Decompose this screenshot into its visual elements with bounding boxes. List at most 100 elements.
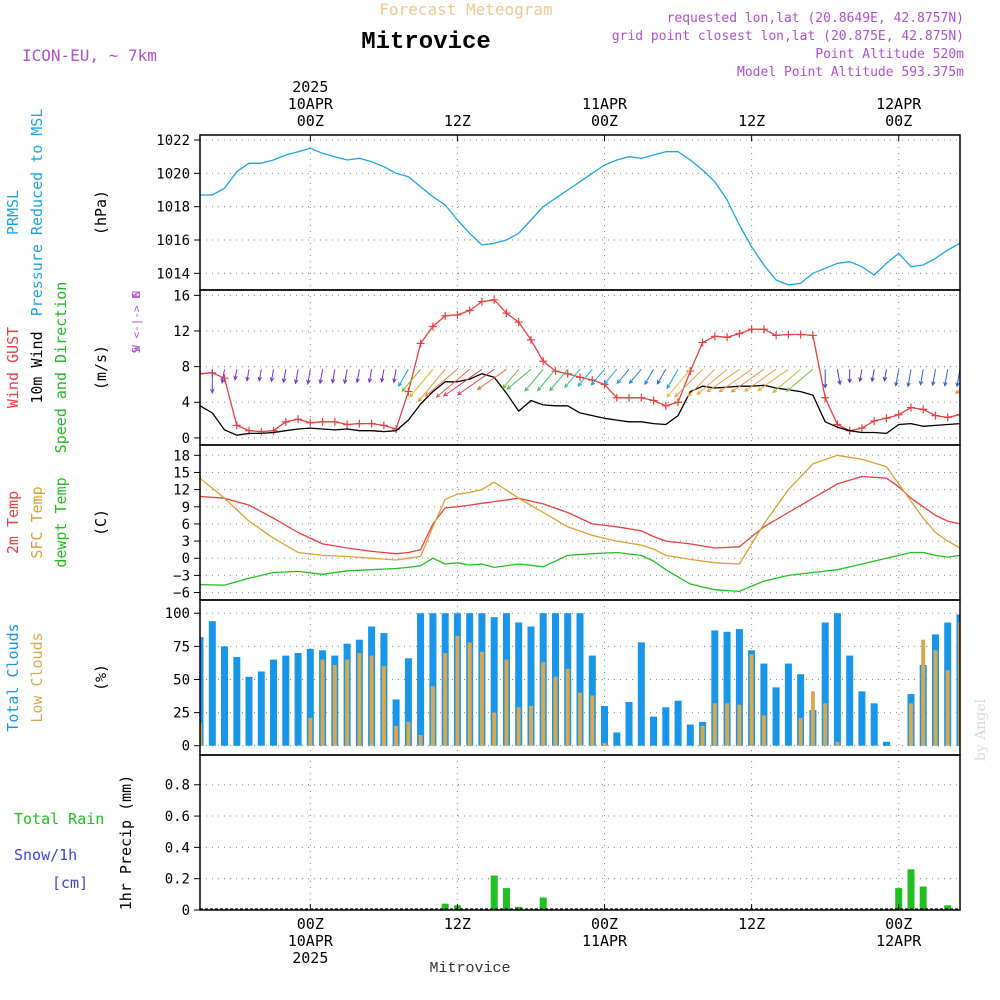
gust-marker xyxy=(526,335,535,344)
time-label-top: 12Z xyxy=(738,112,765,130)
wind-direction-arrow xyxy=(456,368,495,396)
wind-direction-arrow xyxy=(918,369,924,386)
y-tick-label: 25 xyxy=(173,706,190,722)
y-tick-label: 8 xyxy=(182,360,190,376)
wind-direction-arrow xyxy=(730,368,765,393)
wind-direction-arrow xyxy=(687,368,716,398)
gust-marker xyxy=(698,338,707,347)
y-tick-label: 18 xyxy=(173,448,190,464)
gust-marker xyxy=(563,369,572,378)
panel-wind: 0 4 8 12 16 Wind GUST 10m Wind Speed and Direct… xyxy=(4,282,1000,453)
wind-direction-arrow xyxy=(616,368,630,385)
series-line-prmsl xyxy=(200,147,960,286)
wind-direction-arrow xyxy=(442,368,483,397)
bar-total-clouds xyxy=(392,699,400,746)
y-tick-label: 0 xyxy=(182,431,190,447)
bar-low-clouds xyxy=(406,721,411,746)
y-tick-label: 12 xyxy=(173,483,190,499)
gust-marker xyxy=(514,318,523,327)
time-label-bottom: 2025 xyxy=(292,949,328,967)
gust-marker xyxy=(355,419,364,428)
bar-total-clouds xyxy=(797,674,805,746)
panel-pressure: 1014 1016 1018 1020 1022 PRMSL Pressure Reduce… xyxy=(4,109,961,316)
axis-label-clouds: (%) xyxy=(92,664,110,691)
wind-direction-arrow xyxy=(772,368,801,394)
panel-clouds: 0 25 50 75 100 Total Clouds Low Clouds (%) xyxy=(4,599,961,756)
compass-south: S xyxy=(130,347,143,354)
time-label-top: 12APR xyxy=(876,95,922,113)
bar-total-clouds xyxy=(870,703,878,746)
y-tick-label: 0 xyxy=(182,903,190,919)
wind-direction-arrow xyxy=(757,368,789,392)
bar-low-clouds xyxy=(345,659,350,746)
bar-low-clouds xyxy=(529,706,533,746)
axis-label-wind: Wind GUST xyxy=(4,327,22,408)
gust-marker xyxy=(686,367,695,376)
wind-direction-arrow xyxy=(355,369,360,384)
bar-low-clouds xyxy=(320,659,325,746)
bar-low-clouds xyxy=(737,704,742,746)
wind-direction-arrow xyxy=(502,368,520,389)
time-label-top: 00Z xyxy=(297,112,324,130)
bar-total-clouds xyxy=(429,613,437,746)
y-tick-label: 12 xyxy=(173,324,190,340)
wind-direction-arrow xyxy=(666,369,679,390)
axis-label-clouds: Total Clouds xyxy=(4,623,22,731)
gust-marker xyxy=(723,333,732,342)
bar-total-clouds xyxy=(306,649,314,746)
bar-low-clouds xyxy=(590,695,595,746)
gust-marker xyxy=(453,310,462,319)
bar-total-clouds xyxy=(282,655,290,746)
wind-direction-arrow xyxy=(628,368,642,385)
gust-marker xyxy=(404,387,413,396)
requested-coords: requested lon,lat (20.8649E, 42.8757N) xyxy=(667,11,964,26)
time-label-top: 00Z xyxy=(885,112,912,130)
series-line-10m-wind xyxy=(200,373,960,436)
wind-direction-arrow xyxy=(577,368,593,387)
supertitle: Forecast Meteogram xyxy=(379,0,552,19)
time-label-bottom: 00Z xyxy=(591,915,618,933)
y-tick-label: 3 xyxy=(182,534,190,550)
bar-low-clouds xyxy=(921,639,926,746)
bar-total-clouds xyxy=(257,671,265,746)
gust-marker xyxy=(269,426,278,435)
bar-edge-right xyxy=(958,712,960,746)
bar-low-clouds xyxy=(381,666,386,746)
gust-marker xyxy=(576,373,584,382)
gust-marker xyxy=(710,332,719,341)
panel-frame xyxy=(199,289,961,446)
axis-label-temperature: SFC Temp xyxy=(28,486,46,558)
time-label-bottom: 12APR xyxy=(876,932,922,950)
y-tick-label: 6 xyxy=(182,517,190,533)
bar-low-clouds xyxy=(332,664,337,746)
wind-direction-arrow xyxy=(991,369,1000,395)
bar-total-clouds xyxy=(404,658,412,746)
gust-marker xyxy=(919,405,928,414)
time-label-bottom: 12Z xyxy=(738,915,765,933)
bar-total-clouds xyxy=(858,691,866,746)
wind-direction-arrow xyxy=(943,369,949,387)
y-tick-label: 0.2 xyxy=(165,872,190,888)
gust-marker xyxy=(968,398,976,406)
bar-total-clouds xyxy=(515,622,523,746)
bar-total-clouds xyxy=(417,613,425,746)
bar-low-clouds xyxy=(357,653,362,746)
wind-direction-arrow xyxy=(870,369,875,383)
y-tick-label: 0 xyxy=(182,739,190,755)
y-tick-label: 1020 xyxy=(156,166,190,182)
model-label: ICON-EU, ~ 7km xyxy=(22,46,157,65)
time-label-top: 11APR xyxy=(582,95,628,113)
wind-direction-arrow xyxy=(836,369,842,386)
y-tick-label: 1014 xyxy=(156,266,190,282)
bar-low-clouds xyxy=(749,654,754,746)
precip-rain-label: Total Rain xyxy=(14,810,104,828)
wind-direction-arrow xyxy=(882,369,888,382)
wind-direction-arrow xyxy=(408,368,434,398)
compass-rose: W <-|-> EN S xyxy=(130,291,143,354)
wind-direction-arrow xyxy=(564,368,581,389)
wind-direction-arrow xyxy=(590,368,605,386)
bar-total-clouds xyxy=(625,702,633,746)
panel-plot-area xyxy=(200,295,1000,436)
series-line-wind-gust xyxy=(200,299,960,433)
